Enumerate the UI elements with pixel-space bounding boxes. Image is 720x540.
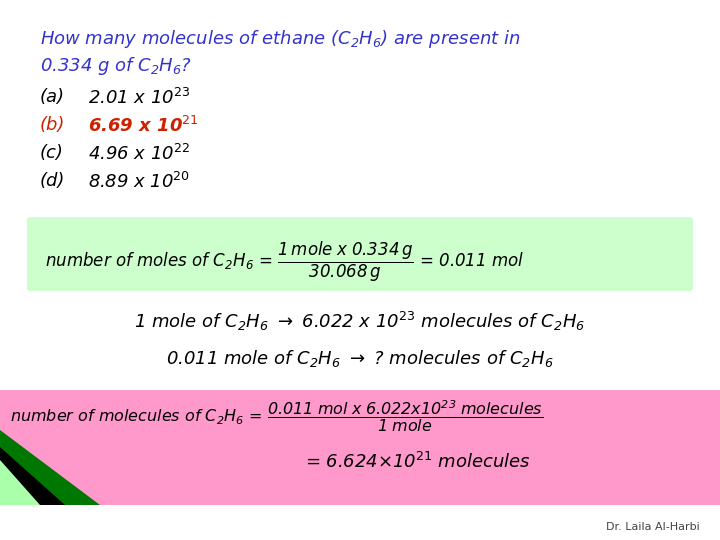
Text: (b): (b) [40, 116, 66, 134]
FancyBboxPatch shape [27, 217, 693, 291]
Text: = 6.624$\times$10$^{21}$ molecules: = 6.624$\times$10$^{21}$ molecules [305, 452, 531, 472]
Text: number of moles of $\mathregular{C_2H_6}$ = $\mathregular{\dfrac{1\,mole\;x\;0.3: number of moles of $\mathregular{C_2H_6}… [45, 240, 524, 284]
Text: 4.96 x 10$^{22}$: 4.96 x 10$^{22}$ [88, 144, 190, 164]
Text: 0.011 mole of $\mathregular{C_2H_6}$ $\rightarrow$ ? molecules of $\mathregular{: 0.011 mole of $\mathregular{C_2H_6}$ $\r… [166, 348, 554, 369]
Text: Dr. Laila Al-Harbi: Dr. Laila Al-Harbi [606, 522, 700, 532]
Text: 1 mole of $\mathregular{C_2H_6}$ $\rightarrow$ 6.022 x 10$^{23}$ molecules of $\: 1 mole of $\mathregular{C_2H_6}$ $\right… [135, 310, 585, 333]
Text: 2.01 x 10$^{23}$: 2.01 x 10$^{23}$ [88, 88, 190, 108]
Bar [0, 390, 720, 505]
Polygon shape [0, 430, 100, 505]
Text: 0.334 g of $\mathregular{C_2H_6}$?: 0.334 g of $\mathregular{C_2H_6}$? [40, 55, 192, 77]
Text: (d): (d) [40, 172, 66, 190]
Text: (a): (a) [40, 88, 65, 106]
Text: 6.69 x 10$^{21}$: 6.69 x 10$^{21}$ [88, 116, 199, 136]
Text: (c): (c) [40, 144, 64, 162]
Polygon shape [0, 460, 40, 505]
Text: number of molecules of $\mathregular{C_2H_6}$ = $\mathregular{\dfrac{0.011\;mol\: number of molecules of $\mathregular{C_2… [10, 398, 543, 434]
Polygon shape [0, 447, 65, 505]
Text: How many molecules of ethane ($\mathregular{C_2H_6}$) are present in: How many molecules of ethane ($\mathregu… [40, 28, 521, 50]
Text: 8.89 x 10$^{20}$: 8.89 x 10$^{20}$ [88, 172, 190, 192]
